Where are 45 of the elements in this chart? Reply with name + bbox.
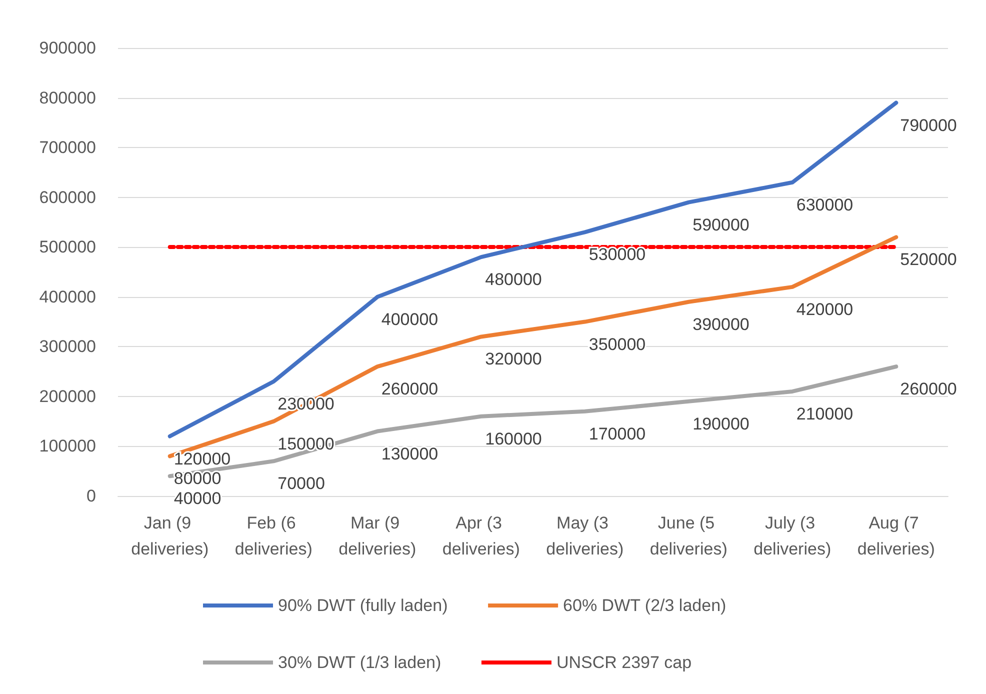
y-tick-label: 300000 xyxy=(39,337,96,356)
data-label: 70000 xyxy=(278,474,325,494)
data-label: 80000 xyxy=(174,469,222,488)
data-label: 320000 xyxy=(485,350,542,369)
data-label: 150000 xyxy=(278,434,334,454)
y-tick-label: 600000 xyxy=(39,188,96,207)
x-tick-label: Aug (7 deliveries) xyxy=(857,514,935,558)
y-tick-label: 200000 xyxy=(39,386,96,406)
legend-label: UNSCR 2397 cap xyxy=(556,653,692,672)
data-label: 400000 xyxy=(381,310,438,329)
y-tick-label: 900000 xyxy=(39,38,96,58)
data-label: 120000 xyxy=(174,449,231,468)
x-tick-label: June (5 deliveries) xyxy=(650,514,728,558)
y-tick-label: 800000 xyxy=(39,88,96,108)
x-tick-label: July (3 deliveries) xyxy=(754,514,832,558)
x-tick-label: Feb (6 deliveries) xyxy=(234,514,312,558)
legend-label: 30% DWT (1/3 laden) xyxy=(278,653,442,672)
data-label: 790000 xyxy=(900,116,957,135)
data-label: 190000 xyxy=(692,414,750,434)
data-label: 170000 xyxy=(588,424,646,444)
x-tick-label: Jan (9 deliveries) xyxy=(131,514,209,558)
data-label: 390000 xyxy=(692,314,750,334)
x-tick-label: Mar (9 deliveries) xyxy=(338,514,416,558)
data-label: 630000 xyxy=(796,195,854,214)
data-label: 480000 xyxy=(485,270,542,290)
data-label: 420000 xyxy=(796,300,854,319)
x-tick-label: Apr (3 deliveries) xyxy=(442,514,520,558)
data-label: 210000 xyxy=(796,404,854,424)
y-tick-label: 100000 xyxy=(39,436,96,456)
y-tick-label: 700000 xyxy=(39,138,96,158)
y-tick-label: 0 xyxy=(86,486,96,506)
legend-label: 90% DWT (fully laden) xyxy=(278,596,448,615)
data-label: 590000 xyxy=(692,215,750,234)
x-tick-label: May (3 deliveries) xyxy=(546,514,624,558)
y-tick-label: 500000 xyxy=(39,238,96,257)
y-tick-label: 400000 xyxy=(39,287,96,306)
data-label: 40000 xyxy=(174,489,222,508)
data-label: 130000 xyxy=(381,444,438,464)
data-label: 260000 xyxy=(381,380,438,399)
data-label: 260000 xyxy=(900,380,957,399)
data-label: 350000 xyxy=(588,334,646,354)
legend-label: 60% DWT (2/3 laden) xyxy=(563,596,726,615)
data-label: 160000 xyxy=(485,429,542,448)
data-label: 530000 xyxy=(588,245,646,264)
data-label: 520000 xyxy=(900,250,957,270)
